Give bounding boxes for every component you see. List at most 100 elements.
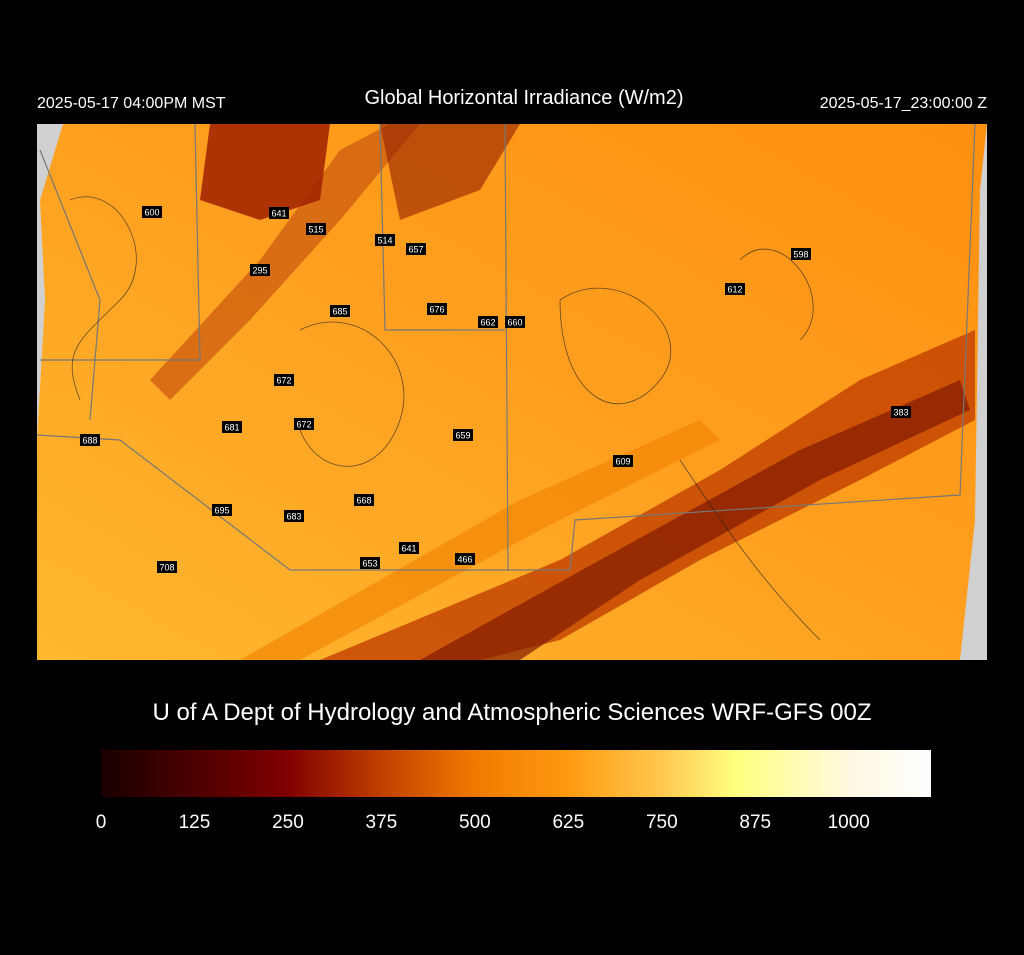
colorbar-tick-label: 125	[179, 812, 211, 833]
station-box	[212, 504, 232, 516]
credit: U of A Dept of Hydrology and Atmospheric…	[153, 699, 872, 726]
station: 685	[330, 305, 350, 317]
station: 668	[354, 494, 374, 506]
station-value: 660	[507, 318, 522, 328]
utc-time: 2025-05-17_23:00:00 Z	[820, 95, 987, 112]
station: 672	[294, 418, 314, 430]
station-value: 515	[308, 225, 323, 235]
station: 612	[725, 283, 745, 295]
station: 383	[891, 406, 911, 418]
station-value: 466	[457, 555, 472, 565]
station-value: 598	[793, 250, 808, 260]
station-box	[891, 406, 911, 418]
station: 609	[613, 455, 633, 467]
border	[36, 434, 505, 571]
station-value: 685	[332, 307, 347, 317]
station: 466	[455, 553, 475, 565]
station-box	[142, 206, 162, 218]
border	[39, 149, 101, 421]
station-box	[725, 283, 745, 295]
station: 660	[505, 316, 525, 328]
station-value: 609	[615, 457, 630, 467]
station-value: 676	[429, 305, 444, 315]
station-value: 383	[893, 408, 908, 418]
map: 600 641 515 514 657 295 598 612 685 676 662 660 672 3…	[36, 123, 987, 660]
station-value: 681	[224, 423, 239, 433]
station-box	[453, 429, 473, 441]
colorbar: 0 125 250 375 500 625 750 875 1000	[96, 750, 931, 833]
station-value: 653	[362, 559, 377, 569]
station: 681	[222, 421, 242, 433]
station-box	[399, 542, 419, 554]
station: 641	[399, 542, 419, 554]
contour	[299, 321, 405, 467]
station-value: 600	[144, 208, 159, 218]
station: 600	[142, 206, 162, 218]
station-box	[330, 305, 350, 317]
station-box	[505, 316, 525, 328]
station-value: 612	[727, 285, 742, 295]
station: 708	[157, 561, 177, 573]
station-box	[250, 264, 270, 276]
contour	[559, 287, 672, 405]
station-value: 657	[408, 245, 423, 255]
station-value: 708	[159, 563, 174, 573]
station: 688	[80, 434, 100, 446]
station-box	[354, 494, 374, 506]
station-box	[360, 557, 380, 569]
station: 598	[791, 248, 811, 260]
station-value: 659	[455, 431, 470, 441]
colorbar-tick-label: 625	[552, 812, 584, 833]
station-value: 662	[480, 318, 495, 328]
station-value: 695	[214, 506, 229, 516]
map-title: Global Horizontal Irradiance (W/m2)	[365, 87, 684, 109]
station: 653	[360, 557, 380, 569]
station: 641	[269, 207, 289, 219]
station: 662	[478, 316, 498, 328]
border	[40, 123, 201, 361]
border	[379, 123, 505, 331]
contour	[679, 459, 821, 641]
station-value: 641	[271, 209, 286, 219]
colorbar-tick-label: 875	[739, 812, 771, 833]
station-value: 514	[377, 236, 392, 246]
colorbar-tick-label: 1000	[828, 812, 870, 833]
station-box	[274, 374, 294, 386]
station-box	[269, 207, 289, 219]
station: 676	[427, 303, 447, 315]
station-value: 672	[276, 376, 291, 386]
station: 672	[274, 374, 294, 386]
station: 657	[406, 243, 426, 255]
contour	[69, 196, 137, 401]
colorbar-tick-label: 500	[459, 812, 491, 833]
station-box	[427, 303, 447, 315]
station-value: 688	[82, 436, 97, 446]
station-box	[80, 434, 100, 446]
station-box	[157, 561, 177, 573]
station: 295	[250, 264, 270, 276]
station: 683	[284, 510, 304, 522]
station-box	[294, 418, 314, 430]
station-box	[455, 553, 475, 565]
colorbar-tick-label: 750	[646, 812, 678, 833]
station-box	[478, 316, 498, 328]
station-value: 668	[356, 496, 371, 506]
cloud-band	[380, 124, 520, 220]
station-box	[375, 234, 395, 246]
colorbar-tick-label: 250	[272, 812, 304, 833]
station-value: 672	[296, 420, 311, 430]
station: 659	[453, 429, 473, 441]
station-box	[613, 455, 633, 467]
station-box	[306, 223, 326, 235]
local-time: 2025-05-17 04:00PM MST	[37, 95, 226, 112]
station-box	[791, 248, 811, 260]
cloud-band	[320, 330, 975, 660]
border	[505, 123, 976, 571]
colorbar-scale	[101, 750, 931, 797]
station: 515	[306, 223, 326, 235]
terrain-contours	[69, 196, 821, 641]
station-labels: 600 641 515 514 657 295 598 612 685 676 662 660 672 3…	[80, 206, 911, 573]
station-value: 641	[401, 544, 416, 554]
cloud-band	[420, 380, 970, 660]
